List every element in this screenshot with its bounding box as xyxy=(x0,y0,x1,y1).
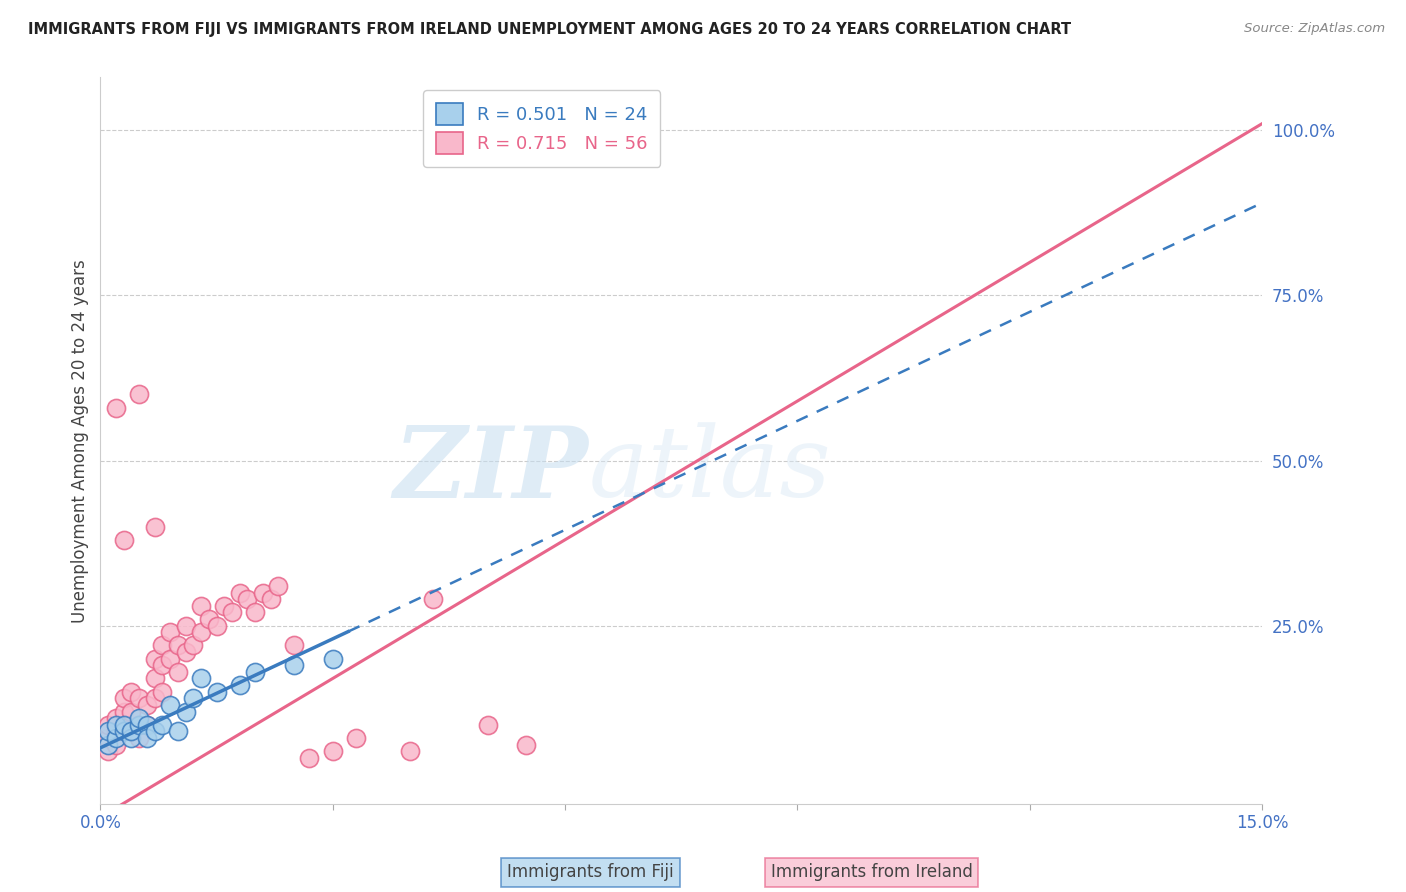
Point xyxy=(190,672,212,686)
Point xyxy=(150,658,173,673)
Point xyxy=(159,651,181,665)
Point xyxy=(221,606,243,620)
Point xyxy=(181,691,204,706)
Point xyxy=(344,731,367,745)
Point xyxy=(181,639,204,653)
Point xyxy=(120,684,142,698)
Point xyxy=(97,731,120,745)
Text: Immigrants from Ireland: Immigrants from Ireland xyxy=(770,863,973,881)
Text: Immigrants from Fiji: Immigrants from Fiji xyxy=(508,863,673,881)
Point xyxy=(166,724,188,739)
Point xyxy=(104,724,127,739)
Point xyxy=(112,724,135,739)
Point xyxy=(150,639,173,653)
Point xyxy=(143,724,166,739)
Point xyxy=(245,665,267,679)
Point xyxy=(112,717,135,731)
Point xyxy=(159,698,181,712)
Point xyxy=(205,618,228,632)
Point xyxy=(245,606,267,620)
Point xyxy=(174,618,197,632)
Text: ZIP: ZIP xyxy=(394,422,588,518)
Point xyxy=(135,698,157,712)
Point xyxy=(159,625,181,640)
Point xyxy=(477,717,499,731)
Point xyxy=(143,519,166,533)
Point xyxy=(104,731,127,745)
Point xyxy=(104,717,127,731)
Point xyxy=(143,691,166,706)
Point xyxy=(97,724,120,739)
Point xyxy=(166,665,188,679)
Point xyxy=(267,579,290,593)
Point xyxy=(229,678,252,692)
Text: Source: ZipAtlas.com: Source: ZipAtlas.com xyxy=(1244,22,1385,36)
Point xyxy=(97,744,120,758)
Point xyxy=(104,711,127,725)
Point xyxy=(298,750,321,764)
Point xyxy=(252,585,274,599)
Point xyxy=(166,639,188,653)
Point xyxy=(143,672,166,686)
Point xyxy=(112,724,135,739)
Point xyxy=(190,599,212,613)
Point xyxy=(422,592,444,607)
Point xyxy=(569,123,592,137)
Point xyxy=(135,731,157,745)
Point xyxy=(112,691,135,706)
Point xyxy=(174,705,197,719)
Point xyxy=(128,711,150,725)
Point xyxy=(112,705,135,719)
Point xyxy=(205,684,228,698)
Point xyxy=(128,691,150,706)
Point xyxy=(97,717,120,731)
Point xyxy=(229,585,252,599)
Point xyxy=(322,651,344,665)
Point xyxy=(104,401,127,415)
Point xyxy=(128,717,150,731)
Point xyxy=(197,612,219,626)
Point xyxy=(260,592,283,607)
Point xyxy=(128,731,150,745)
Text: atlas: atlas xyxy=(588,422,831,517)
Point xyxy=(150,684,173,698)
Point xyxy=(283,639,305,653)
Point xyxy=(120,717,142,731)
Text: IMMIGRANTS FROM FIJI VS IMMIGRANTS FROM IRELAND UNEMPLOYMENT AMONG AGES 20 TO 24: IMMIGRANTS FROM FIJI VS IMMIGRANTS FROM … xyxy=(28,22,1071,37)
Point xyxy=(214,599,236,613)
Point xyxy=(190,625,212,640)
Point xyxy=(120,705,142,719)
Point xyxy=(174,645,197,659)
Point xyxy=(97,738,120,752)
Point xyxy=(120,724,142,739)
Point xyxy=(143,651,166,665)
Point xyxy=(128,717,150,731)
Point xyxy=(322,744,344,758)
Point xyxy=(120,731,142,745)
Point xyxy=(150,717,173,731)
Point xyxy=(236,592,259,607)
Legend: R = 0.501   N = 24, R = 0.715   N = 56: R = 0.501 N = 24, R = 0.715 N = 56 xyxy=(423,90,661,167)
Y-axis label: Unemployment Among Ages 20 to 24 years: Unemployment Among Ages 20 to 24 years xyxy=(72,259,89,623)
Point xyxy=(515,738,537,752)
Point xyxy=(631,123,654,137)
Point xyxy=(135,717,157,731)
Point xyxy=(135,717,157,731)
Point xyxy=(399,744,422,758)
Point xyxy=(283,658,305,673)
Point xyxy=(112,533,135,547)
Point xyxy=(128,387,150,401)
Point xyxy=(104,738,127,752)
